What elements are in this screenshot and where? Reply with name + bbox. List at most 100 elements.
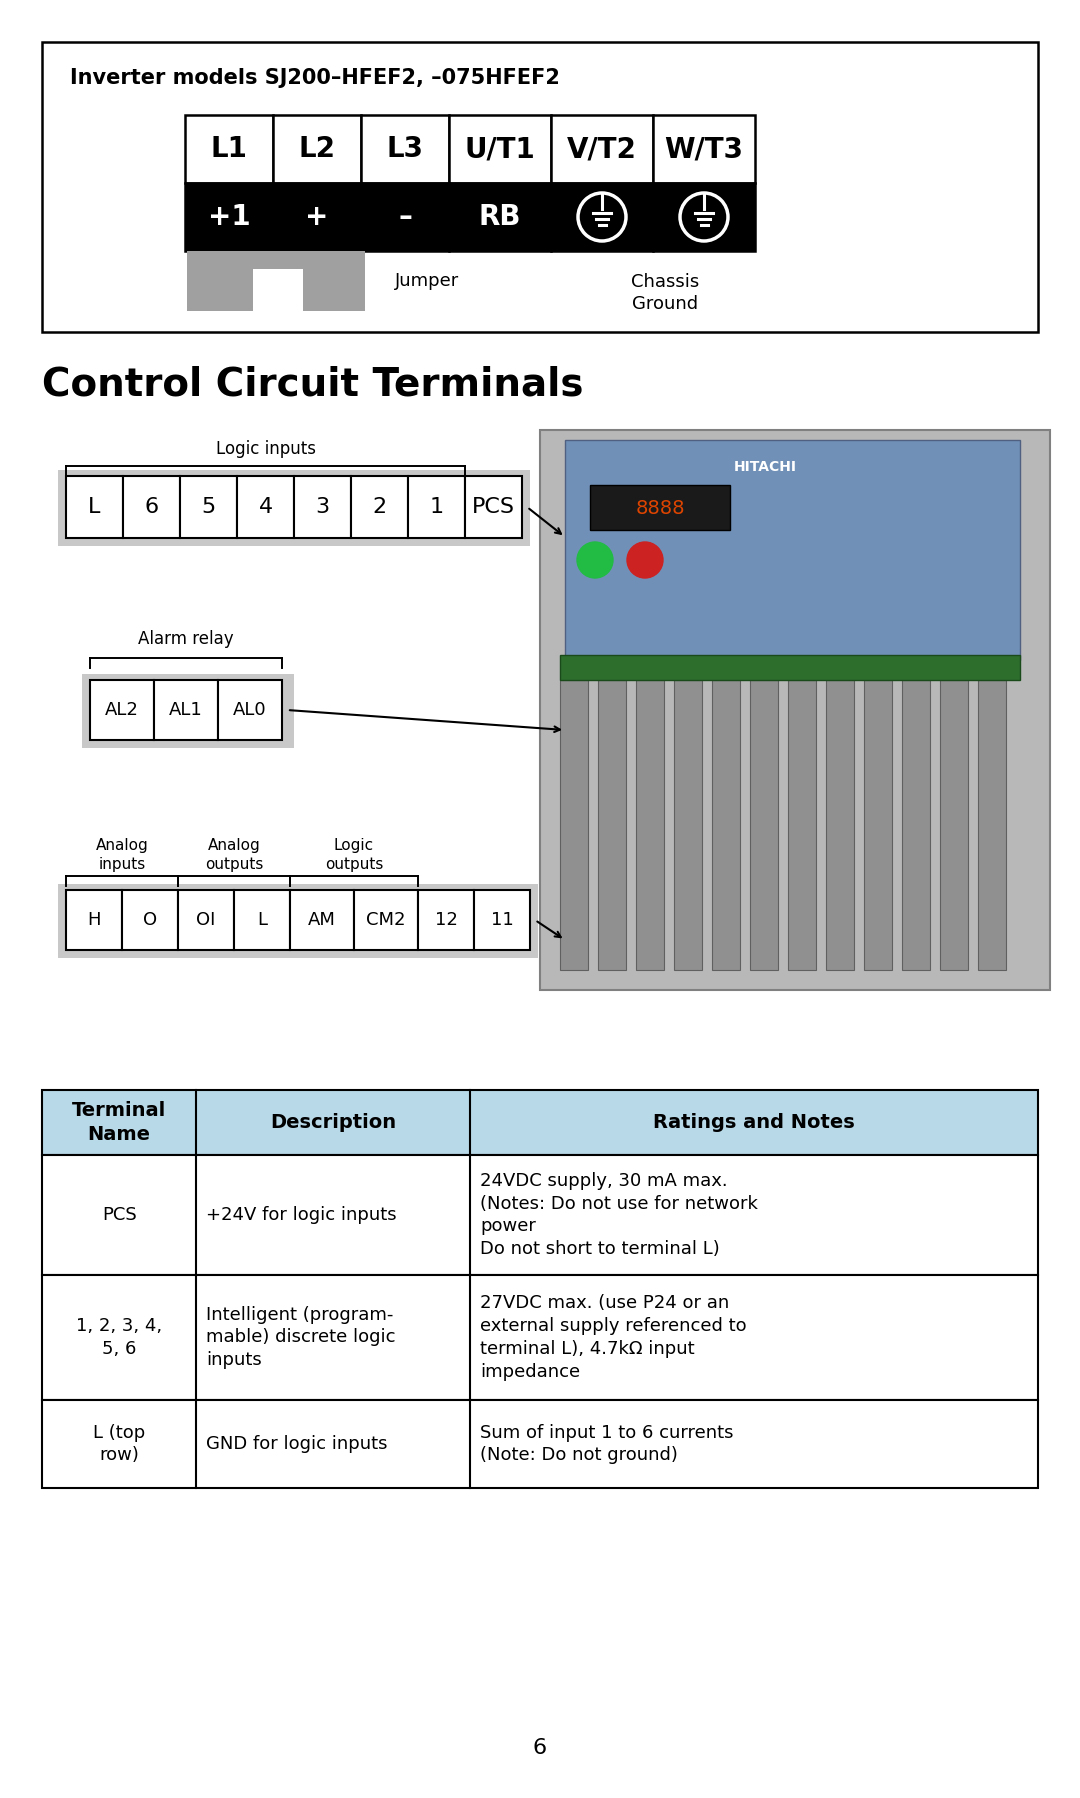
Text: RB: RB <box>478 203 522 230</box>
Text: Ratings and Notes: Ratings and Notes <box>653 1113 855 1133</box>
Text: 4: 4 <box>258 496 272 518</box>
Text: AL2: AL2 <box>105 701 139 719</box>
Bar <box>540 430 1050 991</box>
Bar <box>234 890 291 949</box>
Text: CM2: CM2 <box>366 912 406 930</box>
Bar <box>978 680 1005 969</box>
Bar <box>82 674 294 748</box>
Text: Analog
inputs: Analog inputs <box>96 838 148 872</box>
Text: Description: Description <box>270 1113 396 1133</box>
Text: AM: AM <box>308 912 336 930</box>
Bar <box>826 680 854 969</box>
Text: 6: 6 <box>145 496 159 518</box>
Text: 6: 6 <box>532 1739 548 1758</box>
Bar <box>474 890 530 949</box>
Bar <box>58 885 538 958</box>
Text: PCS: PCS <box>472 496 515 518</box>
Bar <box>122 890 178 949</box>
Bar <box>180 476 237 538</box>
Bar <box>66 476 123 538</box>
Bar <box>291 890 354 949</box>
Text: Jumper: Jumper <box>395 271 459 289</box>
Text: Chassis
Ground: Chassis Ground <box>631 273 699 313</box>
Text: H: H <box>87 912 100 930</box>
Text: HITACHI: HITACHI <box>733 460 797 475</box>
Circle shape <box>627 541 663 577</box>
Bar <box>750 680 778 969</box>
Text: 5: 5 <box>201 496 216 518</box>
Bar <box>90 680 154 741</box>
Text: Sum of input 1 to 6 currents
(Note: Do not ground): Sum of input 1 to 6 currents (Note: Do n… <box>481 1424 733 1464</box>
Circle shape <box>577 541 613 577</box>
Bar <box>42 1401 1038 1489</box>
Text: L1: L1 <box>211 135 247 164</box>
Bar <box>273 115 361 183</box>
Bar <box>361 115 449 183</box>
Bar <box>598 680 626 969</box>
Bar <box>185 183 273 252</box>
Text: +24V for logic inputs: +24V for logic inputs <box>206 1206 397 1224</box>
Text: Alarm relay: Alarm relay <box>138 629 233 647</box>
Text: L (top
row): L (top row) <box>93 1424 146 1464</box>
Bar <box>218 680 282 741</box>
Text: Analog
outputs: Analog outputs <box>205 838 264 872</box>
Bar <box>465 476 522 538</box>
Bar <box>185 115 273 183</box>
Bar <box>449 183 551 252</box>
Bar <box>565 441 1020 660</box>
Bar <box>58 469 530 547</box>
Bar <box>354 890 418 949</box>
Bar <box>674 680 702 969</box>
Text: V/T2: V/T2 <box>567 135 637 164</box>
Text: OI: OI <box>197 912 216 930</box>
Bar <box>551 115 653 183</box>
Text: GND for logic inputs: GND for logic inputs <box>206 1435 388 1453</box>
Bar <box>42 1275 1038 1401</box>
Bar <box>351 476 408 538</box>
Bar <box>940 680 968 969</box>
Text: –: – <box>399 203 411 230</box>
Text: Terminal
Name: Terminal Name <box>72 1100 166 1144</box>
Bar <box>42 41 1038 333</box>
Bar <box>561 654 1020 680</box>
Bar <box>154 680 218 741</box>
Bar <box>636 680 664 969</box>
Text: 2: 2 <box>373 496 387 518</box>
Text: +: + <box>306 203 328 230</box>
Text: 11: 11 <box>490 912 513 930</box>
Bar <box>123 476 180 538</box>
Text: PCS: PCS <box>102 1206 136 1224</box>
Bar <box>551 183 653 252</box>
Bar <box>66 890 122 949</box>
Text: Logic inputs: Logic inputs <box>216 441 315 458</box>
Bar <box>361 183 449 252</box>
Text: AL0: AL0 <box>233 701 267 719</box>
Bar <box>273 183 361 252</box>
Text: L2: L2 <box>298 135 336 164</box>
Text: +1: +1 <box>207 203 251 230</box>
Bar <box>187 252 365 311</box>
Text: 1, 2, 3, 4,
5, 6: 1, 2, 3, 4, 5, 6 <box>76 1318 162 1357</box>
Text: Control Circuit Terminals: Control Circuit Terminals <box>42 365 583 403</box>
Bar <box>864 680 892 969</box>
Bar <box>408 476 465 538</box>
Text: U/T1: U/T1 <box>464 135 536 164</box>
Bar <box>590 485 730 530</box>
Text: L: L <box>89 496 100 518</box>
Bar <box>653 115 755 183</box>
Bar <box>294 476 351 538</box>
Text: L: L <box>257 912 267 930</box>
Bar <box>418 890 474 949</box>
Bar <box>42 1154 1038 1275</box>
Text: Inverter models SJ200–HFEF2, –075HFEF2: Inverter models SJ200–HFEF2, –075HFEF2 <box>70 68 559 88</box>
Bar <box>42 1090 1038 1154</box>
Text: 27VDC max. (use P24 or an
external supply referenced to
terminal L), 4.7kΩ input: 27VDC max. (use P24 or an external suppl… <box>481 1295 747 1381</box>
Text: W/T3: W/T3 <box>664 135 743 164</box>
Text: 12: 12 <box>434 912 458 930</box>
Text: 8888: 8888 <box>635 498 685 518</box>
Bar <box>449 115 551 183</box>
Bar <box>788 680 816 969</box>
Bar <box>653 183 755 252</box>
Bar <box>902 680 930 969</box>
Bar <box>712 680 740 969</box>
